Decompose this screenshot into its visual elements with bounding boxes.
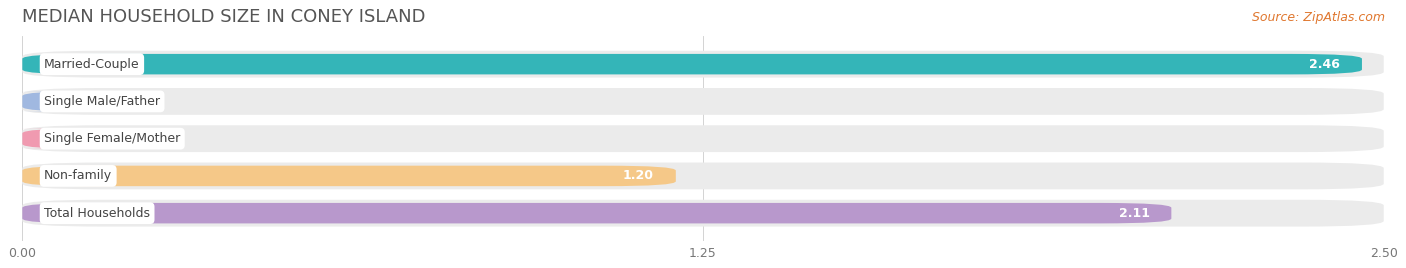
Text: 2.46: 2.46 <box>1309 58 1340 71</box>
Text: 0.00: 0.00 <box>115 95 143 108</box>
FancyBboxPatch shape <box>22 162 1384 189</box>
Text: Single Male/Father: Single Male/Father <box>44 95 160 108</box>
FancyBboxPatch shape <box>17 128 93 149</box>
FancyBboxPatch shape <box>22 88 1384 115</box>
Text: MEDIAN HOUSEHOLD SIZE IN CONEY ISLAND: MEDIAN HOUSEHOLD SIZE IN CONEY ISLAND <box>22 8 426 26</box>
Text: 2.11: 2.11 <box>1119 207 1150 220</box>
FancyBboxPatch shape <box>22 166 676 186</box>
Text: Source: ZipAtlas.com: Source: ZipAtlas.com <box>1251 11 1385 24</box>
Text: Married-Couple: Married-Couple <box>44 58 139 71</box>
FancyBboxPatch shape <box>22 54 1362 75</box>
Text: 0.00: 0.00 <box>115 132 143 145</box>
Text: Total Households: Total Households <box>44 207 150 220</box>
Text: Non-family: Non-family <box>44 169 112 183</box>
FancyBboxPatch shape <box>22 203 1171 224</box>
Text: 1.20: 1.20 <box>623 169 654 183</box>
FancyBboxPatch shape <box>22 125 1384 152</box>
FancyBboxPatch shape <box>22 51 1384 77</box>
FancyBboxPatch shape <box>17 91 93 112</box>
Text: Single Female/Mother: Single Female/Mother <box>44 132 180 145</box>
FancyBboxPatch shape <box>22 200 1384 226</box>
